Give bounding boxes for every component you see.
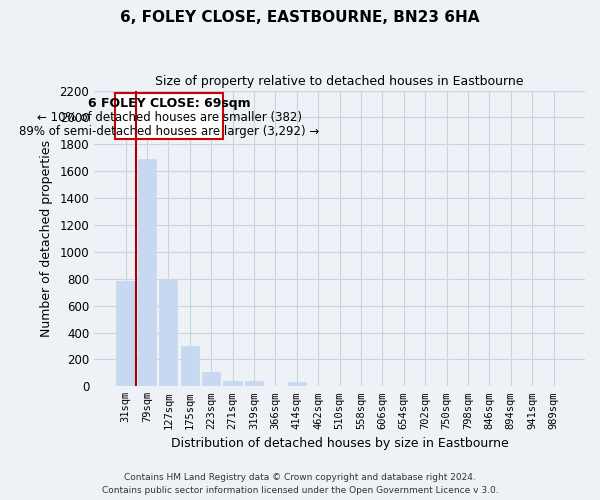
Text: 6 FOLEY CLOSE: 69sqm: 6 FOLEY CLOSE: 69sqm [88,97,250,110]
Bar [116,282,134,387]
Text: 89% of semi-detached houses are larger (3,292) →: 89% of semi-detached houses are larger (… [19,124,319,138]
Bar [202,372,220,386]
Text: Contains HM Land Registry data © Crown copyright and database right 2024.
Contai: Contains HM Land Registry data © Crown c… [101,474,499,495]
Bar [159,279,178,386]
Text: ← 10% of detached houses are smaller (382): ← 10% of detached houses are smaller (38… [37,111,302,124]
Bar [181,346,199,387]
Bar [223,381,242,386]
X-axis label: Distribution of detached houses by size in Eastbourne: Distribution of detached houses by size … [170,437,508,450]
Y-axis label: Number of detached properties: Number of detached properties [40,140,53,337]
FancyBboxPatch shape [115,92,223,139]
Bar [138,159,156,386]
Text: 6, FOLEY CLOSE, EASTBOURNE, BN23 6HA: 6, FOLEY CLOSE, EASTBOURNE, BN23 6HA [120,10,480,25]
Bar [287,382,306,386]
Title: Size of property relative to detached houses in Eastbourne: Size of property relative to detached ho… [155,75,524,88]
Bar [245,381,263,386]
